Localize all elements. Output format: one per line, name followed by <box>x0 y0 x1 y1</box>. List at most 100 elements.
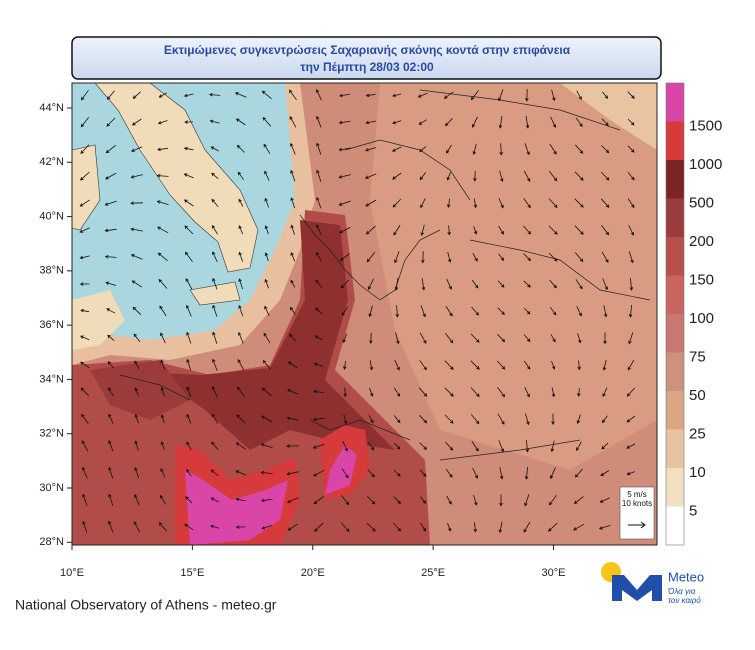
wind-arrow <box>601 251 609 263</box>
wind-arrow <box>551 387 556 398</box>
wind-arrow <box>106 90 115 100</box>
wind-arrow <box>420 198 426 209</box>
wind-arrow <box>498 116 503 129</box>
wind-arrow <box>497 360 506 370</box>
wind-arrow <box>447 523 452 532</box>
wind-arrow <box>82 466 88 479</box>
wind-arrow <box>393 442 401 450</box>
wind-arrow <box>289 333 297 342</box>
wind-arrow <box>393 469 401 477</box>
wind-arrow <box>264 170 270 181</box>
wind-arrow <box>184 523 194 531</box>
wind-arrow <box>104 200 117 206</box>
wind-arrow <box>577 387 581 397</box>
colorbar-segment <box>666 121 684 160</box>
wind-arrow <box>341 468 349 479</box>
x-tick-label: 25°E <box>421 567 445 579</box>
wind-arrow <box>210 469 219 477</box>
x-tick-label: 30°E <box>541 567 565 579</box>
colorbar-segment <box>666 352 684 391</box>
wind-arrow <box>81 413 89 424</box>
colorbar-label: 500 <box>689 194 714 211</box>
wind-arrow <box>499 170 504 183</box>
wind-arrow <box>79 171 90 181</box>
wind-arrow <box>134 440 139 451</box>
wind-arrow <box>470 360 480 370</box>
wind-arrow <box>419 146 427 153</box>
wind-arrow <box>104 228 117 233</box>
wind-arrow <box>417 92 428 98</box>
wind-arrow <box>260 470 273 475</box>
wind-arrow <box>444 118 453 127</box>
wind-arrow <box>212 358 218 371</box>
wind-arrow <box>134 360 140 370</box>
wind-arrow <box>108 493 114 506</box>
wind-arrow <box>186 413 192 424</box>
wind-arrow <box>82 493 88 506</box>
wind-arrow <box>626 387 635 397</box>
wind-arrow <box>211 225 219 235</box>
y-tick-label: 36°N <box>39 319 64 331</box>
wind-arrow <box>601 442 609 450</box>
wind-arrow <box>499 467 504 480</box>
wind-arrow <box>470 333 480 343</box>
wind-arrow <box>108 520 114 533</box>
wind-arrow <box>159 494 167 505</box>
wind-arrow <box>315 279 323 288</box>
wind-arrow <box>472 143 477 156</box>
wind-arrow <box>211 413 219 424</box>
wind-arrow <box>473 522 477 533</box>
wind-arrow <box>446 495 452 505</box>
y-tick-label: 28°N <box>39 536 64 548</box>
wind-arrow <box>551 413 555 426</box>
wind-arrow <box>210 524 220 529</box>
wind-arrow <box>157 147 169 152</box>
wind-arrow <box>548 171 558 182</box>
wind-arrow <box>600 171 610 181</box>
x-tick-label: 10°E <box>60 567 84 579</box>
wind-arrow <box>601 118 609 127</box>
wind-arrow <box>549 279 557 289</box>
colorbar-segment <box>666 506 684 545</box>
wind-arrow <box>369 387 374 397</box>
wind-arrow <box>261 387 272 397</box>
wind-arrow <box>470 387 480 398</box>
wind-arrow <box>107 334 115 342</box>
colorbar-label: 10 <box>689 464 706 481</box>
colorbar-segment <box>666 314 684 353</box>
wind-arrow <box>473 226 478 235</box>
wind-arrow <box>498 253 505 261</box>
wind-arrow <box>238 278 243 290</box>
wind-arrow <box>313 469 325 477</box>
wind-arrow <box>598 525 611 530</box>
wind-arrow <box>342 441 348 452</box>
wind-key-box <box>619 486 655 540</box>
wind-arrow <box>237 386 245 398</box>
wind-arrow <box>551 360 556 370</box>
wind-arrow <box>234 92 247 98</box>
wind-arrow <box>287 361 298 369</box>
wind-arrow <box>286 416 299 421</box>
wind-arrow <box>447 225 451 236</box>
wind-arrow <box>395 332 400 345</box>
wind-arrow <box>573 496 584 504</box>
wind-arrow <box>261 90 272 100</box>
dust-field <box>325 445 357 495</box>
wind-arrow <box>524 387 530 398</box>
wind-arrow <box>81 89 89 101</box>
wind-arrow <box>79 282 90 286</box>
wind-arrow <box>523 360 531 370</box>
wind-arrow <box>186 358 192 371</box>
colorbar-label: 100 <box>689 310 714 327</box>
wind-arrow <box>106 308 116 314</box>
wind-arrow <box>80 387 90 397</box>
wind-arrow <box>339 93 351 98</box>
wind-arrow <box>264 225 269 235</box>
wind-arrow <box>628 224 634 236</box>
wind-arrow <box>446 198 451 209</box>
wind-arrow <box>340 495 350 506</box>
wind-arrow <box>338 120 351 125</box>
wind-arrow <box>550 440 555 453</box>
wind-arrow <box>158 92 167 98</box>
wind-arrow <box>473 198 478 209</box>
